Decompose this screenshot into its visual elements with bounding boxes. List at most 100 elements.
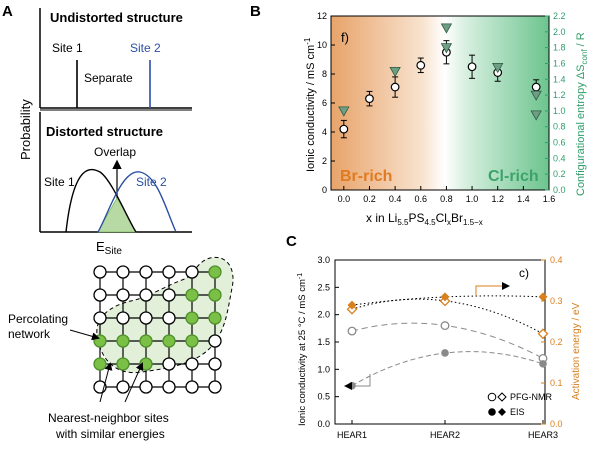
x-tick-label: 0.0: [338, 194, 351, 204]
lattice-site-similar: [93, 334, 107, 348]
eis-conductivity-point: [539, 360, 547, 368]
legend-label-pfg: PFG-NMR: [510, 392, 552, 402]
y-left-tick-label: 0.5: [317, 392, 330, 402]
lattice-site: [162, 265, 176, 279]
conductivity-point: [339, 124, 349, 134]
legend-filled-circle: [488, 408, 496, 416]
panel-c-legend: PFG-NMR EIS: [487, 392, 552, 417]
lattice-site: [93, 265, 107, 279]
undistorted-title: Undistorted structure: [50, 10, 183, 25]
separate-label: Separate: [84, 71, 133, 85]
y-right-tick-label: 1.2: [553, 90, 566, 100]
entropy-point: [389, 66, 401, 78]
y-right-tick-label: 0.8: [553, 122, 566, 132]
y-right-tick-label: 0.2: [550, 337, 563, 347]
x-tick-label: 1.6: [543, 194, 556, 204]
y-left-tick-label: 0: [322, 185, 327, 195]
site2-label: Site 2: [130, 41, 161, 55]
x-tick-label: 0.2: [363, 194, 376, 204]
y-left-tick-label: 10: [317, 40, 327, 50]
lattice-site: [93, 311, 107, 325]
lattice-site: [93, 288, 107, 302]
panel-c-axes: HEAR1 HEAR2 HEAR30.00.51.01.52.02.53.00.00…: [317, 255, 562, 440]
distorted-title: Distorted structure: [46, 124, 163, 139]
eis-conductivity-point: [441, 349, 449, 357]
lattice-site-similar: [185, 311, 199, 325]
lattice-site: [116, 380, 130, 394]
y-left-tick-label: 2: [322, 156, 327, 166]
entropy-point: [440, 43, 453, 54]
lattice-site: [162, 288, 176, 302]
lattice-site: [185, 265, 199, 279]
y-right-tick-label: 0.3: [550, 296, 563, 306]
lattice-site: [116, 265, 130, 279]
y-right-tick-label: 1.8: [553, 43, 566, 53]
y-right-tick-label: 2.0: [553, 27, 566, 37]
lattice-site: [185, 380, 199, 394]
site1-label-b: Site 1: [44, 175, 75, 189]
right-axis-arrow: [475, 282, 510, 296]
x-tick-label: 0.6: [415, 194, 428, 204]
legend-open-diamond: [497, 392, 507, 402]
lattice-site-similar: [208, 265, 222, 279]
panel-b-axes: 0.0 0.2 0.4 0.6 0.8 1.0 1.2 1.4 1.6 0 2 4 6 8 10 12 0.0 0…: [317, 11, 566, 204]
conductivity-point: [390, 82, 400, 92]
lattice-site: [139, 380, 153, 394]
site2-distribution: [97, 171, 177, 233]
y-right-tick-label: 1.6: [553, 58, 566, 68]
panel-c-marks: [346, 292, 549, 390]
lattice-site-similar: [162, 334, 176, 348]
nn-pointer-1: [99, 362, 113, 403]
entropy-point: [338, 106, 350, 117]
legend-filled-diamond: [498, 408, 506, 416]
eis-activation-point: [538, 292, 548, 302]
lattice-site: [208, 380, 222, 394]
cl-rich-label: Cl-rich: [488, 168, 539, 185]
panel-c-ylabel-left: Ionic conductivity at 25 °C / mS cm-1: [297, 273, 308, 426]
y-left-tick-label: 0.0: [317, 419, 330, 429]
probability-label: Probability: [18, 99, 33, 160]
panel-c-ylabel-right: Activation energy / eV: [571, 302, 582, 400]
panel-b-xlabel: x in Li5.5PS4.5ClxBr1.5−x: [366, 211, 483, 227]
lattice-site: [185, 357, 199, 371]
panel-b-ylabel-left: Ionic conductivity / mS cm-1: [303, 37, 317, 172]
entropy-point: [530, 110, 542, 121]
panel-b-inner-label: f): [341, 30, 349, 45]
conductivity-point: [365, 94, 374, 104]
y-left-tick-label: 2.0: [317, 310, 330, 320]
y-right-tick-label: 0.4: [553, 153, 566, 163]
eis-activation-point: [347, 300, 357, 310]
lattice-site: [162, 357, 176, 371]
y-right-tick-label: 0.1: [550, 378, 563, 388]
lattice-site-similar: [116, 357, 130, 371]
lattice-site: [208, 357, 222, 371]
y-left-tick-label: 8: [322, 69, 327, 79]
y-left-tick-label: 2.5: [317, 282, 330, 292]
panel-b-gradient: [331, 16, 549, 190]
y-right-tick-label: 0.4: [550, 255, 563, 265]
pfg-conductivity-point: [347, 326, 357, 336]
y-left-tick-label: 1.0: [317, 364, 330, 374]
panel-b-label: B: [250, 3, 261, 20]
lattice-site: [139, 265, 153, 279]
lattice-site-similar: [93, 357, 107, 371]
panel-b-marks: [338, 23, 542, 139]
panel-c-label: C: [286, 233, 297, 250]
lattice-site-similar: [185, 288, 199, 302]
lattice-site-similar: [139, 334, 153, 348]
x-tick-label: 1.2: [491, 194, 504, 204]
y-left-tick-label: 4: [322, 127, 327, 137]
x-tick-label: 0.4: [389, 194, 402, 204]
site2-label-b: Site 2: [136, 175, 167, 189]
pfg-activation-point: [537, 328, 549, 340]
conductivity-point: [467, 62, 477, 72]
x-tick-label: HEAR3: [528, 430, 558, 440]
lattice-site: [162, 311, 176, 325]
lattice-site: [116, 288, 130, 302]
nn-label-2: with similar energies: [55, 427, 165, 441]
legend-label-eis: EIS: [510, 407, 525, 417]
entropy-point: [440, 23, 453, 34]
entropy-point: [492, 63, 504, 74]
eis-activation-point: [440, 292, 450, 302]
panel-a: A Undistorted structure Site 1 Site 2 Se…: [2, 3, 234, 441]
